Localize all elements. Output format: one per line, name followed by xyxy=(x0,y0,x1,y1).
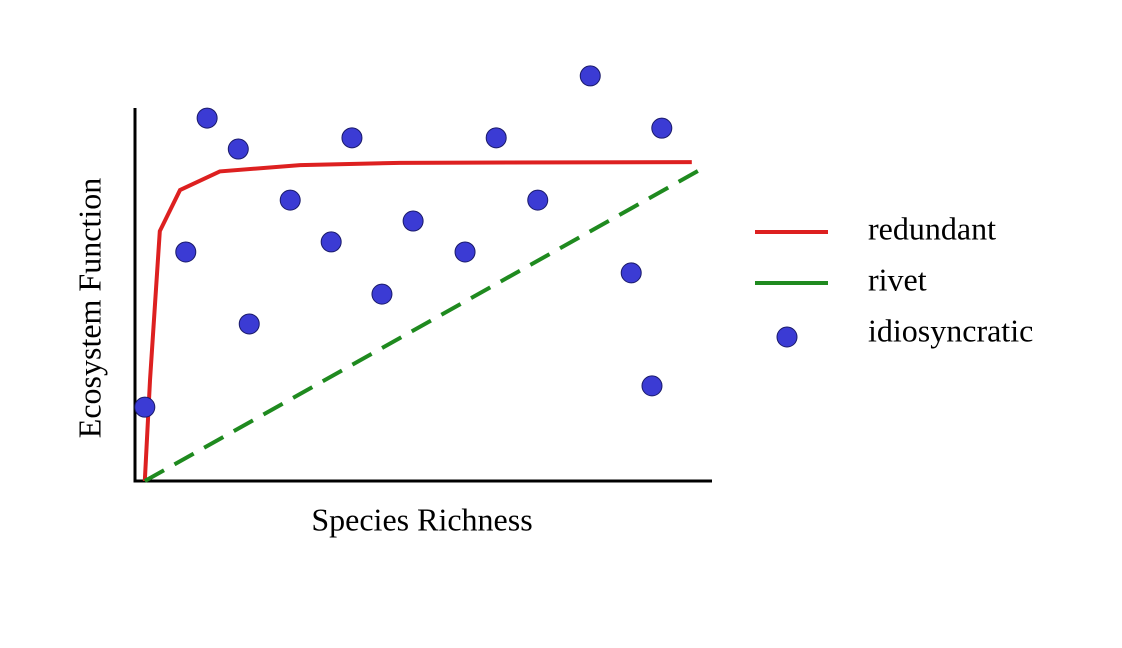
legend-marker xyxy=(776,326,798,348)
scatter-point xyxy=(527,189,549,211)
scatter-point xyxy=(371,283,393,305)
scatter-point xyxy=(175,241,197,263)
scatter-point xyxy=(196,107,218,129)
series-line xyxy=(142,160,692,482)
scatter-point xyxy=(238,313,260,335)
scatter-point xyxy=(341,127,363,149)
scatter-point xyxy=(402,210,424,232)
legend-label: redundant xyxy=(868,210,996,246)
scatter-point xyxy=(320,231,342,253)
scatter-point xyxy=(641,375,663,397)
scatter-point xyxy=(279,189,301,211)
scatter-point xyxy=(454,241,476,263)
scatter-point xyxy=(579,65,601,87)
legend-label: rivet xyxy=(868,261,927,297)
scatter-point xyxy=(485,127,507,149)
scatter-point xyxy=(134,396,156,418)
scatter-point xyxy=(651,117,673,139)
scatter-point xyxy=(227,138,249,160)
legend-label: idiosyncratic xyxy=(868,312,1033,348)
scatter-point xyxy=(620,262,642,284)
y-axis-label: Ecosystem Function xyxy=(71,178,107,438)
series-line xyxy=(143,165,707,483)
x-axis-label: Species Richness xyxy=(311,501,532,537)
